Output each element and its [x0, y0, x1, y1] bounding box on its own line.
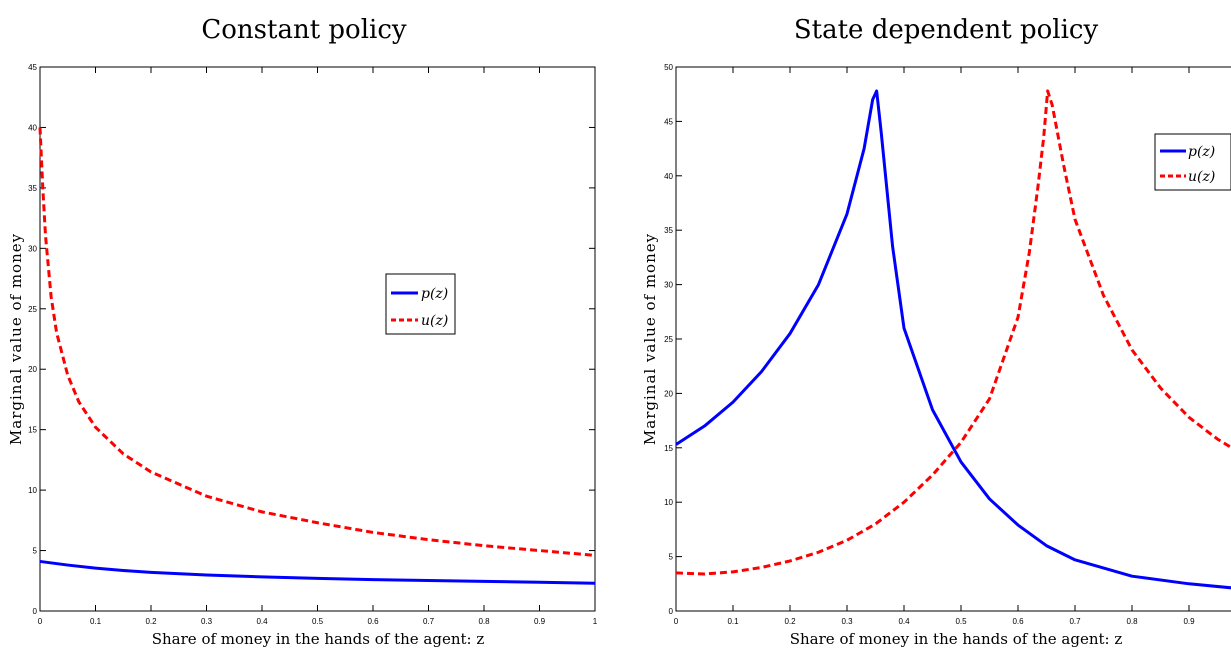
- legend-label-p: p(z): [1188, 144, 1215, 160]
- y-tick-label: 50: [664, 63, 673, 72]
- x-tick-label: 0.4: [256, 617, 268, 626]
- series-line-p-state-dependent-policy: [675, 89, 1231, 590]
- legend-constant-policy: p(z) u(z): [385, 273, 456, 335]
- y-axis-ticks-state-dependent-policy: 0 5 10 15 20 25 30 35 40 45 50: [664, 63, 682, 616]
- y-tick-label: 15: [664, 444, 673, 453]
- series-line-u-state-dependent-policy: [675, 89, 1231, 576]
- legend-state-dependent-policy: p(z) u(z): [1154, 133, 1231, 191]
- x-tick-label: 0.9: [1183, 617, 1195, 626]
- x-tick-label: 0.1: [727, 617, 739, 626]
- y-tick-label: 25: [28, 305, 37, 314]
- x-tick-label: 0.8: [478, 617, 490, 626]
- legend-label-u: u(z): [1188, 169, 1215, 185]
- series-lines-constant-policy: [38, 127, 596, 585]
- y-tick-label: 10: [664, 498, 673, 507]
- x-tick-label: 0.1: [90, 617, 102, 626]
- y-tick-label: 5: [33, 547, 38, 556]
- y-tick-label: 35: [664, 226, 673, 235]
- y-tick-label: 0: [33, 607, 38, 616]
- y-tick-label: 20: [28, 365, 37, 374]
- x-tick-label: 0.7: [423, 617, 435, 626]
- x-tick-label: 0: [674, 617, 679, 626]
- y-tick-label: 15: [28, 426, 37, 435]
- y-tick-label: 30: [664, 281, 673, 290]
- x-tick-label: 0.8: [1126, 617, 1138, 626]
- chart-title-state-dependent-policy: State dependent policy: [794, 15, 1099, 45]
- plot-area-constant-policy: [39, 66, 596, 612]
- x-tick-label: 0.7: [1069, 617, 1081, 626]
- x-tick-label: 0.6: [1012, 617, 1024, 626]
- x-axis-ticks-state-dependent-policy: 0 0.1 0.2 0.3 0.4 0.5 0.6 0.7 0.8 0.9: [674, 67, 1195, 626]
- y-axis-label-state-dependent-policy: Marginal value of money: [641, 233, 659, 445]
- x-axis-label-constant-policy: Share of money in the hands of the agent…: [152, 630, 485, 648]
- y-tick-label: 45: [28, 63, 37, 72]
- x-tick-label: 0.9: [534, 617, 546, 626]
- plot-area-state-dependent-policy: [675, 66, 1231, 612]
- y-tick-label: 30: [28, 244, 37, 253]
- x-tick-label: 0.4: [898, 617, 910, 626]
- x-tick-label: 0.5: [312, 617, 324, 626]
- legend-box-state-dependent-policy: [1154, 133, 1231, 191]
- x-tick-label: 0: [38, 617, 43, 626]
- chart-title-constant-policy: Constant policy: [201, 15, 407, 45]
- y-tick-label: 5: [669, 553, 674, 562]
- y-tick-label: 10: [28, 486, 37, 495]
- y-tick-label: 20: [664, 389, 673, 398]
- legend-label-u: u(z): [421, 313, 448, 329]
- y-tick-label: 45: [664, 117, 673, 126]
- x-tick-label: 0.2: [784, 617, 796, 626]
- x-tick-label: 0.3: [201, 617, 213, 626]
- x-tick-label: 1: [593, 617, 598, 626]
- series-line-p-constant-policy: [39, 559, 596, 585]
- x-tick-label: 0.3: [841, 617, 853, 626]
- y-axis-label-constant-policy: Marginal value of money: [7, 233, 25, 445]
- legend-label-p: p(z): [421, 286, 448, 302]
- series-lines-state-dependent-policy: [675, 89, 1231, 590]
- y-tick-label: 35: [28, 184, 37, 193]
- y-tick-label: 25: [664, 335, 673, 344]
- x-axis-ticks-constant-policy: 0 0.1 0.2 0.3 0.4 0.5 0.6 0.7 0.8 0.9 1: [38, 67, 598, 626]
- series-line-u-constant-policy: [38, 127, 596, 557]
- x-tick-label: 0.6: [367, 617, 379, 626]
- x-tick-label: 0.5: [955, 617, 967, 626]
- x-tick-label: 0.2: [145, 617, 157, 626]
- legend-box-constant-policy: [385, 273, 456, 335]
- y-axis-ticks-constant-policy: 0 5 10 15 20 25 30 35 40 45: [28, 63, 595, 616]
- x-axis-label-state-dependent-policy: Share of money in the hands of the agent…: [790, 630, 1123, 648]
- y-tick-label: 40: [664, 172, 673, 181]
- y-tick-label: 40: [28, 123, 37, 132]
- y-tick-label: 0: [669, 607, 674, 616]
